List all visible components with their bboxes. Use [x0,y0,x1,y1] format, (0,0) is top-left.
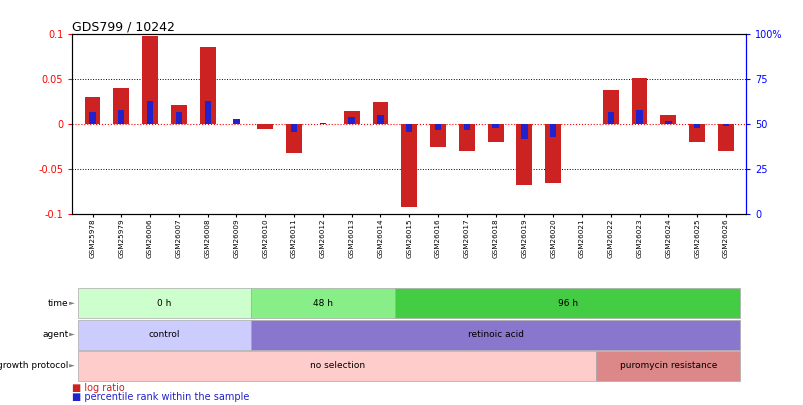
Bar [372,102,388,124]
Text: ■ percentile rank within the sample: ■ percentile rank within the sample [72,392,250,403]
Bar [664,121,671,124]
Bar [320,123,326,124]
Bar [142,36,158,124]
Bar [233,119,239,124]
Bar [636,110,642,124]
Bar [487,124,503,142]
Bar [291,124,297,132]
Text: puromycin resistance: puromycin resistance [619,361,716,370]
Bar [176,112,181,124]
Bar [607,112,613,124]
Text: time: time [47,299,68,308]
Bar [463,124,470,130]
Bar [406,124,412,132]
Bar [118,110,124,124]
Bar [688,124,704,142]
Bar [204,101,210,124]
Bar [549,124,556,137]
Bar [544,124,560,183]
Bar [377,115,383,124]
Bar [113,88,129,124]
Text: agent: agent [42,330,68,339]
Bar [147,101,153,124]
Text: 48 h: 48 h [312,299,332,308]
Bar [659,115,675,124]
Bar [199,47,215,124]
Bar [520,124,527,139]
Text: no selection: no selection [309,361,365,370]
Bar [171,104,186,124]
Bar [516,124,532,185]
Bar [430,124,446,147]
Bar [631,78,646,124]
Text: 0 h: 0 h [157,299,172,308]
Bar [491,124,498,128]
Bar [722,124,728,126]
Text: control: control [149,330,180,339]
Text: growth protocol: growth protocol [0,361,68,370]
Text: retinoic acid: retinoic acid [467,330,523,339]
Bar [602,90,618,124]
Bar [401,124,417,207]
Bar [348,117,354,124]
Text: GDS799 / 10242: GDS799 / 10242 [72,20,175,33]
Bar [717,124,733,151]
Bar [89,112,96,124]
Bar [286,124,302,153]
Bar [257,124,273,129]
Text: ■ log ratio: ■ log ratio [72,384,125,394]
Bar [693,124,699,128]
Bar [84,97,100,124]
Bar [459,124,474,151]
Text: 96 h: 96 h [556,299,577,308]
Bar [344,111,359,124]
Bar [434,124,441,130]
